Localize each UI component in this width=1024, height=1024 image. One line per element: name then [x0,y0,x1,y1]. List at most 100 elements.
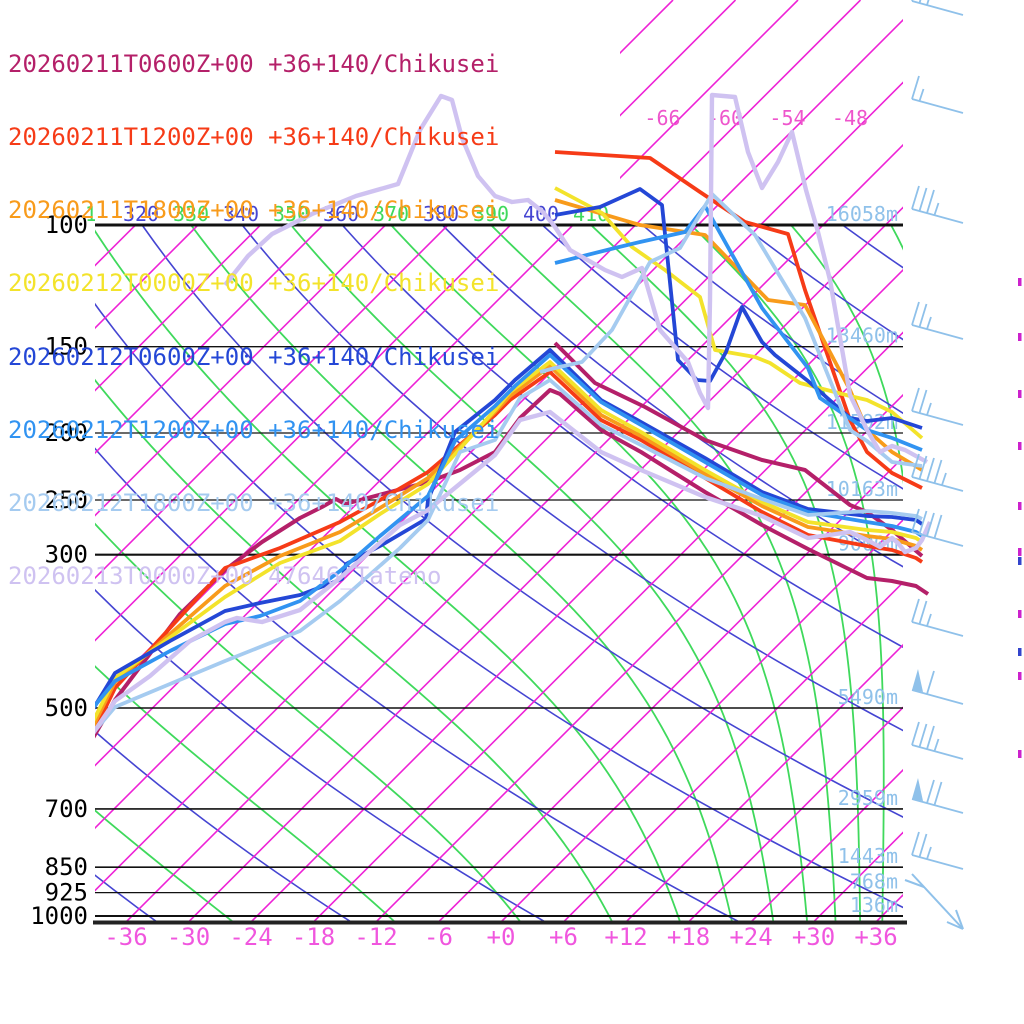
wind-barb-line [918,0,922,4]
dewpoint-trace-2 [554,198,923,472]
edge-dash [1018,648,1022,656]
wind-barb-line [955,909,964,930]
wind-barb-line [911,621,964,637]
wind-barb-line [911,689,964,705]
dewpoint-trace-4 [554,187,923,430]
edge-dash [1018,750,1022,758]
isotherm-upper-line [620,0,674,55]
isotherm-upper-line [620,0,799,180]
isotherm-upper-line [884,206,903,225]
wind-barb-line [911,744,964,760]
top-axis-label: 390 [473,202,509,226]
wind-barb [911,778,964,814]
wind-barb-line [933,738,940,752]
legend-entry: 20260212T0600Z+00 +36+140/Chikusei [8,342,500,371]
legend-time: 20260211T0600Z+00 [8,49,254,78]
legend-station: +36+140/Chikusei [268,123,500,152]
legend-station: +36+140/Chikusei [268,49,500,78]
legend-entry: 20260212T0000Z+00 +36+140/Chikusei [8,271,499,295]
legend-time: 20260212T0000Z+00 [8,269,254,298]
wind-barb-line [911,831,920,856]
edge-dash [1018,278,1022,286]
isotherm-line [95,225,262,392]
isotherm-line [437,456,903,922]
top-axis-label: 370 [373,202,409,226]
pressure-label: 100 [45,211,88,239]
wind-barb-line [911,324,964,340]
wind-barb-line [911,185,920,210]
temperature-trace-3 [95,360,924,722]
upper-isotherm-label: -54 [769,106,805,130]
wind-barb-line [918,600,928,625]
wind-barb-line [926,0,930,6]
wind-barb [911,721,964,760]
temp-axis-label: +12 [604,923,647,951]
temp-axis-label: +30 [792,923,835,951]
wind-barb [911,387,964,426]
edge-dash [1018,390,1022,398]
wind-barb-line [933,459,943,484]
isotherm-line [562,581,903,922]
wind-barb-line [911,721,920,746]
legend-entry: 20260211T1800Z+00 +36+140/Chikusei [8,198,499,222]
wind-barb-line [911,75,920,100]
wind-barb [911,669,964,705]
wind-barb [911,453,964,492]
isotherm-line [312,331,903,922]
moist-adiabat-line [490,225,837,922]
wind-barb-line [946,921,964,930]
height-label: 16058m [826,202,898,226]
isotherm-line [939,225,1024,922]
dry-adiabat-line [943,225,1024,925]
wind-barb [911,0,964,16]
wind-barb [911,301,964,340]
wind-barb-line [904,879,925,888]
wind-barb-line [926,316,932,330]
temp-axis-label: -18 [292,923,335,951]
wind-barb-line [941,472,947,486]
dewpoint-trace-0 [553,341,924,558]
temp-axis-label: -6 [424,923,453,951]
isotherm-line [95,225,574,705]
dewpoint-trace-3 [554,186,924,440]
wind-barb [911,831,964,870]
wind-barb [911,75,964,114]
edge-dash [1018,557,1022,565]
pressure-label: 300 [45,541,88,569]
height-label: 1443m [838,844,898,868]
wind-barb-line [911,798,964,814]
legend-station: +36+140/Chikusei [268,342,500,371]
wind-barb-line [911,98,964,114]
temp-axis-label: +6 [549,923,578,951]
legend-time: 20260213T0000Z+00 [8,562,254,591]
isotherm-line [95,225,762,892]
wind-barb [911,598,964,637]
legend-entry: 20260212T1800Z+00 +36+140/Chikusei [8,491,499,515]
upper-isotherm-label: -66 [644,106,680,130]
temp-axis-label: +36 [854,923,897,951]
legend-entry: 20260211T1200Z+00 +36+140/Chikusei [8,125,499,149]
top-axis-label: 320 [123,202,159,226]
height-label: 2959m [838,786,898,810]
wind-barb-line [918,88,925,102]
isotherm-line [750,768,903,922]
legend-station: +36+140/Chikusei [268,415,500,444]
wind-barb-line [933,781,943,806]
wind-barb-line [911,301,920,326]
height-label: 136m [850,893,898,917]
wind-barb-line [918,187,928,212]
legend-station: +36+140/Chikusei [268,196,500,225]
legend: 20260211T0600Z+00 +36+140/Chikusei 20260… [8,3,499,613]
legend-time: 20260212T0600Z+00 [8,342,254,371]
wind-barb-line [926,402,932,416]
wind-barb [911,508,964,547]
legend-time: 20260212T1800Z+00 [8,489,254,518]
isotherm-line [687,706,903,922]
moist-adiabat-line [790,225,903,922]
pressure-label: 850 [45,853,88,881]
top-axis-label: 350 [273,202,309,226]
dry-adiabat-line [441,225,903,568]
isotherm-upper-line [1010,0,1024,225]
edge-dash [1018,442,1022,450]
